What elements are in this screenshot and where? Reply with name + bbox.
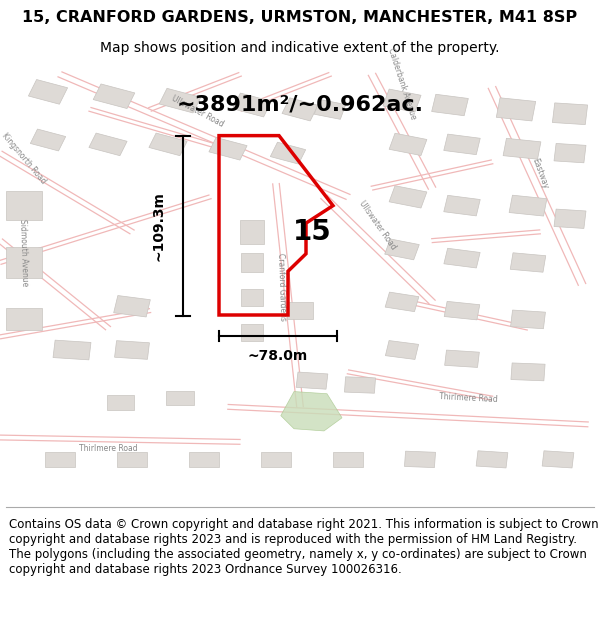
Polygon shape xyxy=(6,247,42,278)
Polygon shape xyxy=(6,191,42,220)
Polygon shape xyxy=(389,133,427,156)
Text: Kingsnorth Road: Kingsnorth Road xyxy=(0,131,48,186)
Polygon shape xyxy=(240,220,264,244)
Polygon shape xyxy=(281,391,342,431)
Polygon shape xyxy=(404,451,436,468)
Text: Sidmouth Avenue: Sidmouth Avenue xyxy=(19,219,29,286)
Polygon shape xyxy=(444,196,480,216)
Polygon shape xyxy=(282,98,318,121)
Polygon shape xyxy=(503,138,541,159)
Text: Thirlmere Road: Thirlmere Road xyxy=(439,392,497,404)
Polygon shape xyxy=(509,195,547,216)
Polygon shape xyxy=(511,310,545,329)
Polygon shape xyxy=(209,138,247,160)
Polygon shape xyxy=(113,296,151,317)
Polygon shape xyxy=(45,452,75,467)
Polygon shape xyxy=(287,302,313,319)
Polygon shape xyxy=(53,340,91,360)
Polygon shape xyxy=(444,301,480,320)
Polygon shape xyxy=(496,98,536,121)
Polygon shape xyxy=(6,308,42,330)
Polygon shape xyxy=(554,209,586,228)
Text: Calderbank Avenue: Calderbank Avenue xyxy=(386,46,418,120)
Polygon shape xyxy=(444,248,480,268)
Text: ~109.3m: ~109.3m xyxy=(152,191,166,261)
Polygon shape xyxy=(389,186,427,208)
Text: 15, CRANFORD GARDENS, URMSTON, MANCHESTER, M41 8SP: 15, CRANFORD GARDENS, URMSTON, MANCHESTE… xyxy=(22,10,578,25)
Text: Contains OS data © Crown copyright and database right 2021. This information is : Contains OS data © Crown copyright and d… xyxy=(9,518,599,576)
Polygon shape xyxy=(241,253,263,272)
Polygon shape xyxy=(117,452,147,467)
Polygon shape xyxy=(31,129,65,151)
Text: Eastway: Eastway xyxy=(530,157,550,190)
Text: Thirlmere Road: Thirlmere Road xyxy=(79,444,137,452)
Polygon shape xyxy=(553,103,587,124)
Polygon shape xyxy=(510,253,546,272)
Text: ~3891m²/~0.962ac.: ~3891m²/~0.962ac. xyxy=(176,95,424,115)
Text: Ullswater Road: Ullswater Road xyxy=(358,199,398,251)
Polygon shape xyxy=(385,292,419,312)
Polygon shape xyxy=(166,391,193,406)
Polygon shape xyxy=(261,452,291,467)
Polygon shape xyxy=(385,239,419,260)
Polygon shape xyxy=(149,133,187,156)
Polygon shape xyxy=(445,350,479,368)
Polygon shape xyxy=(554,144,586,162)
Text: Cranford Gardens: Cranford Gardens xyxy=(277,253,287,321)
Polygon shape xyxy=(93,84,135,109)
Polygon shape xyxy=(115,341,149,359)
Polygon shape xyxy=(296,372,328,389)
Polygon shape xyxy=(511,363,545,381)
Polygon shape xyxy=(233,93,271,117)
Polygon shape xyxy=(385,341,419,359)
Polygon shape xyxy=(241,324,263,341)
Polygon shape xyxy=(189,452,219,467)
Polygon shape xyxy=(383,89,421,112)
Polygon shape xyxy=(542,451,574,468)
Polygon shape xyxy=(241,289,263,306)
Text: ~78.0m: ~78.0m xyxy=(248,349,308,362)
Polygon shape xyxy=(344,377,376,393)
Polygon shape xyxy=(314,99,346,119)
Polygon shape xyxy=(159,88,201,113)
Polygon shape xyxy=(476,451,508,468)
Polygon shape xyxy=(333,452,363,467)
Polygon shape xyxy=(444,134,480,154)
Text: 15: 15 xyxy=(293,218,331,246)
Text: Map shows position and indicative extent of the property.: Map shows position and indicative extent… xyxy=(100,41,500,55)
Polygon shape xyxy=(271,142,305,164)
Polygon shape xyxy=(107,395,133,410)
Text: Ullswater Road: Ullswater Road xyxy=(170,94,226,129)
Polygon shape xyxy=(431,94,469,116)
Polygon shape xyxy=(28,79,68,104)
Polygon shape xyxy=(89,133,127,156)
